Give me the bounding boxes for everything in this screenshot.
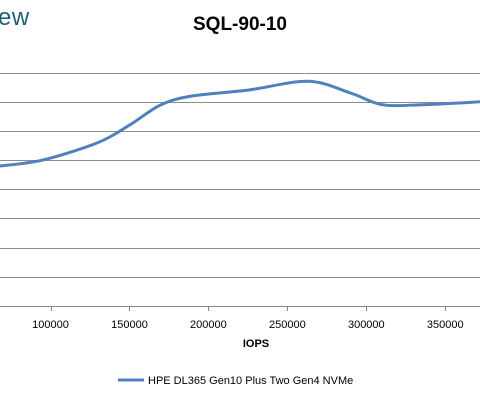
brand-logo: ew [0, 4, 30, 31]
x-tick-label: 100000 [32, 319, 69, 331]
x-tick-label: 250000 [269, 319, 306, 331]
chart-title: SQL-90-10 [193, 14, 287, 35]
series-layer [0, 79, 480, 168]
x-tick-label: 350000 [427, 319, 464, 331]
x-axis-ticks: 100000 150000 200000 250000 300000 350000 [32, 306, 464, 331]
x-tick-label: 300000 [348, 319, 385, 331]
x-tick-label: 200000 [190, 319, 227, 331]
series-line [0, 79, 480, 168]
gridlines [0, 73, 480, 307]
x-tick-label: 150000 [111, 319, 148, 331]
legend: HPE DL365 Gen10 Plus Two Gen4 NVMe [118, 375, 353, 387]
x-axis-label: IOPS [243, 338, 269, 350]
legend-label: HPE DL365 Gen10 Plus Two Gen4 NVMe [148, 375, 353, 387]
